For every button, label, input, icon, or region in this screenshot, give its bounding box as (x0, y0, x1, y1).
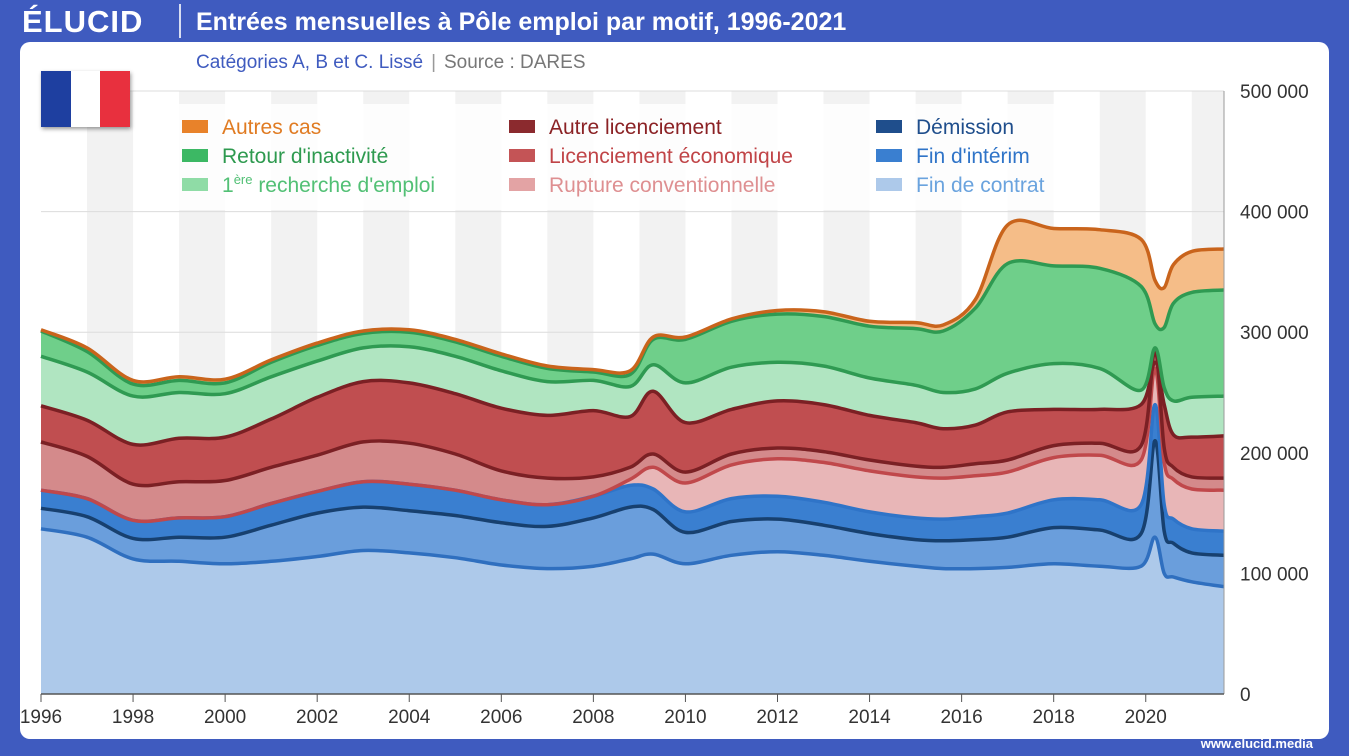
line-1-re-recherche-d-emploi (40, 344, 1225, 404)
legend-swatch (876, 178, 902, 191)
x-tick-label: 2010 (664, 707, 706, 728)
chart-subtitle: Catégories A, B et C. Lissé | Source : DAR… (196, 52, 586, 74)
chart-legend: Autres cas Retour d'inactivité 1ère recher… (162, 104, 1094, 210)
subtitle-separator: | (431, 52, 436, 73)
x-tick-label: 2018 (1033, 707, 1075, 728)
y-tick-label: 0 (1240, 685, 1251, 706)
x-tick-label: 2002 (296, 707, 338, 728)
x-tick-label: 2004 (388, 707, 431, 728)
legend-swatch (509, 178, 535, 191)
flag-stripe-white (70, 71, 101, 127)
legend-label: Rupture conventionnelle (549, 174, 776, 197)
x-tick-label: 2014 (848, 707, 891, 728)
x-tick-label: 1996 (20, 707, 62, 728)
legend-label: Démission (916, 116, 1014, 139)
line-autre-licenciement (40, 360, 1225, 447)
y-tick-label: 100 000 (1240, 564, 1309, 585)
chart-lines (40, 218, 1225, 589)
line-retour-d-inactivit- (40, 259, 1225, 388)
legend-label: Autre licenciement (549, 116, 722, 139)
area-fin-de-contrat (41, 528, 1224, 694)
line-fin-d-int-rim (40, 438, 1225, 558)
chart-axes: 0 100 000 200 000 300 000 400 000 500 000 1996… (20, 82, 1309, 728)
legend-swatch (509, 149, 535, 162)
legend-label: Autres cas (222, 116, 321, 139)
y-tick-label: 300 000 (1240, 323, 1309, 344)
flag-stripe-blue (41, 71, 71, 127)
legend-swatch (182, 120, 208, 133)
legend-swatch (876, 120, 902, 133)
chart-title: Entrées mensuelles à Pôle emploi par mot… (196, 8, 847, 36)
y-tick-label: 200 000 (1240, 444, 1309, 465)
line-autres-cas (40, 218, 1225, 384)
x-tick-label: 2006 (480, 707, 522, 728)
x-tick-label: 2016 (940, 707, 982, 728)
legend-label: Fin d'intérim (916, 145, 1030, 168)
legend-label: Licenciement économique (549, 145, 793, 168)
legend-label: 1ère recherche d'emploi (222, 172, 435, 197)
legend-label: Retour d'inactivité (222, 145, 388, 168)
legend-swatch (876, 149, 902, 162)
line-licenciement-conomique (40, 348, 1225, 488)
x-tick-label: 2000 (204, 707, 246, 728)
y-tick-label: 400 000 (1240, 203, 1309, 224)
elucid-logo: ÉLUCID (22, 4, 144, 39)
line-rupture-conventionnelle (40, 366, 1225, 524)
footer-url: www.elucid.media (1200, 736, 1313, 751)
x-tick-label: 2012 (756, 707, 798, 728)
legend-box (162, 104, 1094, 210)
x-tick-label: 1998 (112, 707, 154, 728)
subtitle-main: Catégories A, B et C. Lissé (196, 52, 424, 73)
x-tick-label: 2008 (572, 707, 614, 728)
legend-swatch (509, 120, 535, 133)
france-flag-icon (41, 71, 131, 127)
legend-swatch (182, 178, 208, 191)
legend-swatch (182, 149, 208, 162)
legend-label: Fin de contrat (916, 174, 1045, 197)
line-fin-de-contrat (40, 527, 1225, 589)
y-tick-label: 500 000 (1240, 82, 1309, 103)
x-tick-label: 2020 (1125, 707, 1167, 728)
logo-divider (179, 4, 181, 38)
flag-stripe-red (100, 71, 131, 127)
subtitle-source: Source : DARES (444, 52, 586, 73)
